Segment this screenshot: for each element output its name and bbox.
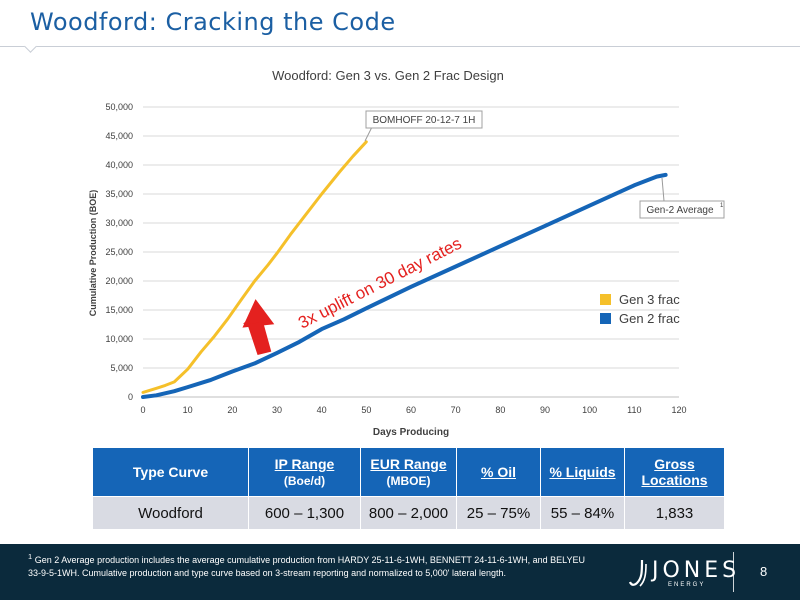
bomhoff-leader-line bbox=[364, 126, 373, 142]
y-tick-label: 0 bbox=[128, 392, 133, 402]
chart-grid bbox=[143, 106, 679, 398]
legend-swatch-gen2 bbox=[600, 313, 611, 324]
y-tick-label: 5,000 bbox=[110, 363, 133, 373]
header-gross-locations: Gross Locations bbox=[624, 447, 725, 497]
x-tick-label: 60 bbox=[406, 405, 416, 415]
chart-legend: Gen 3 frac Gen 2 frac bbox=[600, 292, 680, 326]
legend-label-gen3: Gen 3 frac bbox=[619, 292, 680, 307]
y-tick-label: 40,000 bbox=[105, 160, 133, 170]
chart-title: Woodford: Gen 3 vs. Gen 2 Frac Design bbox=[272, 68, 504, 83]
legend-swatch-gen3 bbox=[600, 294, 611, 305]
uplift-arrow bbox=[242, 299, 275, 356]
logo-text: JONES bbox=[652, 558, 741, 583]
header-type-curve: Type Curve bbox=[92, 447, 249, 497]
y-tick-label: 45,000 bbox=[105, 131, 133, 141]
gen2-leader-line bbox=[661, 177, 665, 202]
x-tick-label: 0 bbox=[140, 405, 145, 415]
x-tick-label: 10 bbox=[183, 405, 193, 415]
cell-pct-oil: 25 – 75% bbox=[456, 496, 541, 530]
bomhoff-callout: BOMHOFF 20-12-7 1H bbox=[364, 110, 483, 142]
header-pct-liquids: % Liquids bbox=[540, 447, 625, 497]
chart-series bbox=[141, 140, 668, 399]
gen2-average-callout: Gen-2 Average 1 bbox=[639, 177, 725, 219]
x-tick-label: 50 bbox=[361, 405, 371, 415]
x-tick-label: 20 bbox=[227, 405, 237, 415]
page-title: Woodford: Cracking the Code bbox=[30, 8, 396, 36]
series-line-gen2 bbox=[141, 172, 668, 399]
y-tick-label: 50,000 bbox=[105, 102, 133, 112]
x-tick-label: 120 bbox=[671, 405, 686, 415]
x-tick-label: 40 bbox=[317, 405, 327, 415]
uplift-annotation: 3x uplift on 30 day rates bbox=[295, 234, 464, 333]
x-axis-ticks: 0 10 20 30 40 50 60 70 80 90 100 110 120 bbox=[140, 405, 686, 415]
y-tick-label: 15,000 bbox=[105, 305, 133, 315]
bomhoff-label: BOMHOFF 20-12-7 1H bbox=[373, 115, 476, 126]
series-line-gen3 bbox=[141, 140, 368, 394]
x-tick-label: 30 bbox=[272, 405, 282, 415]
header-eur-range: EUR Range (MBOE) bbox=[360, 447, 457, 497]
header-ip-range: IP Range (Boe/d) bbox=[248, 447, 361, 497]
y-axis-label: Cumulative Production (BOE) bbox=[88, 190, 98, 317]
y-axis-ticks: 0 5,000 10,000 15,000 20,000 25,000 30,000 35,0… bbox=[105, 102, 133, 402]
header-pct-oil: % Oil bbox=[456, 447, 541, 497]
y-tick-label: 35,000 bbox=[105, 189, 133, 199]
production-chart: Woodford: Gen 3 vs. Gen 2 Frac Design 0 5… bbox=[88, 68, 725, 438]
footnote-text: Gen 2 Average production includes the av… bbox=[28, 555, 585, 578]
table-header-row: Type Curve IP Range (Boe/d) EUR Range (MBO… bbox=[92, 447, 725, 497]
bomhoff-label-box bbox=[365, 110, 483, 129]
legend-label-gen2: Gen 2 frac bbox=[619, 311, 680, 326]
cell-type-curve: Woodford bbox=[92, 496, 249, 530]
type-curve-table: Type Curve IP Range (Boe/d) EUR Range (MBO… bbox=[92, 447, 725, 530]
title-divider bbox=[0, 46, 800, 47]
gen2-label: Gen-2 Average bbox=[646, 205, 714, 216]
cell-pct-liquids: 55 – 84% bbox=[540, 496, 625, 530]
footnote-marker: 1 bbox=[28, 552, 33, 561]
y-tick-label: 25,000 bbox=[105, 247, 133, 257]
title-notch bbox=[24, 40, 37, 53]
footer-divider bbox=[733, 552, 734, 592]
cell-eur-range: 800 – 2,000 bbox=[360, 496, 457, 530]
footer: 1 Gen 2 Average production includes the … bbox=[0, 544, 800, 600]
x-tick-label: 110 bbox=[627, 405, 641, 415]
y-tick-label: 20,000 bbox=[105, 276, 133, 286]
uplift-arrow-head bbox=[242, 299, 275, 328]
y-tick-label: 10,000 bbox=[105, 334, 133, 344]
logo-subtext: ENERGY bbox=[668, 582, 706, 588]
page-number: 8 bbox=[760, 564, 768, 579]
x-tick-label: 90 bbox=[540, 405, 550, 415]
gen2-label-box bbox=[639, 200, 725, 219]
gen2-label-superscript: 1 bbox=[720, 203, 724, 209]
logo-mark-icon bbox=[628, 559, 647, 587]
x-tick-label: 100 bbox=[582, 405, 597, 415]
uplift-arrow-shaft bbox=[247, 322, 272, 356]
x-tick-label: 70 bbox=[451, 405, 461, 415]
x-axis-label: Days Producing bbox=[373, 427, 449, 438]
y-tick-label: 30,000 bbox=[105, 218, 133, 228]
table-row: Woodford 600 – 1,300 800 – 2,000 25 – 75… bbox=[92, 496, 725, 530]
footnote: 1 Gen 2 Average production includes the … bbox=[28, 550, 588, 580]
title-bar: Woodford: Cracking the Code bbox=[0, 0, 800, 53]
cell-gross-locations: 1,833 bbox=[624, 496, 725, 530]
x-tick-label: 80 bbox=[495, 405, 505, 415]
cell-ip-range: 600 – 1,300 bbox=[248, 496, 361, 530]
